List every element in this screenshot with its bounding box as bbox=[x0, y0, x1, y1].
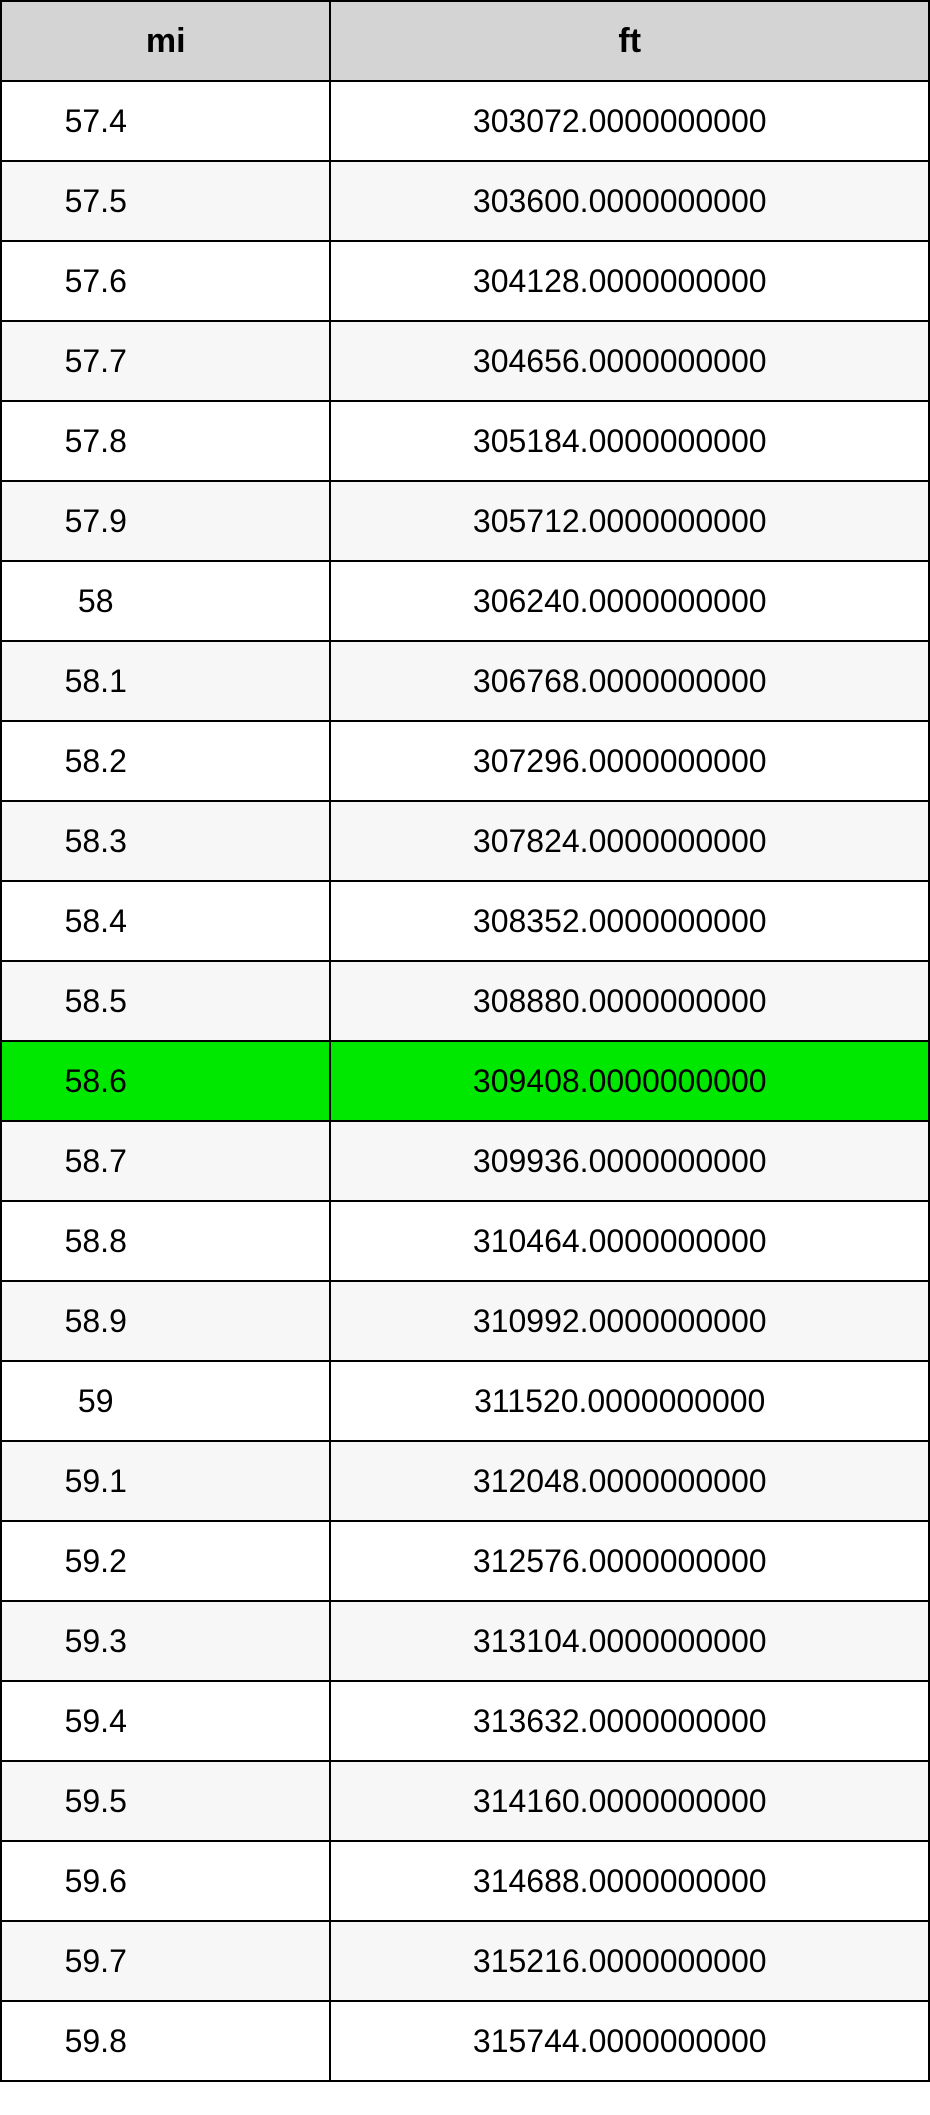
cell-mi: 59.1 bbox=[1, 1441, 330, 1521]
cell-ft: 311520.0000000000 bbox=[330, 1361, 929, 1441]
cell-mi: 58.3 bbox=[1, 801, 330, 881]
cell-ft: 312048.0000000000 bbox=[330, 1441, 929, 1521]
cell-ft: 303600.0000000000 bbox=[330, 161, 929, 241]
cell-mi: 59 bbox=[1, 1361, 330, 1441]
table-row: 59.4313632.0000000000 bbox=[1, 1681, 929, 1761]
table-body: 57.4303072.000000000057.5303600.00000000… bbox=[1, 81, 929, 2081]
cell-mi: 57.9 bbox=[1, 481, 330, 561]
column-header-mi: mi bbox=[1, 1, 330, 81]
table-row: 58.3307824.0000000000 bbox=[1, 801, 929, 881]
table-row: 58.7309936.0000000000 bbox=[1, 1121, 929, 1201]
table-row: 59.5314160.0000000000 bbox=[1, 1761, 929, 1841]
cell-ft: 303072.0000000000 bbox=[330, 81, 929, 161]
table-row: 59.7315216.0000000000 bbox=[1, 1921, 929, 2001]
cell-mi: 58 bbox=[1, 561, 330, 641]
cell-mi: 59.3 bbox=[1, 1601, 330, 1681]
table-row: 57.8305184.0000000000 bbox=[1, 401, 929, 481]
cell-mi: 58.9 bbox=[1, 1281, 330, 1361]
table-row: 58.9310992.0000000000 bbox=[1, 1281, 929, 1361]
conversion-table: mi ft 57.4303072.000000000057.5303600.00… bbox=[0, 0, 930, 2082]
cell-mi: 58.1 bbox=[1, 641, 330, 721]
cell-ft: 313104.0000000000 bbox=[330, 1601, 929, 1681]
table-row: 57.5303600.0000000000 bbox=[1, 161, 929, 241]
cell-mi: 58.2 bbox=[1, 721, 330, 801]
cell-mi: 59.6 bbox=[1, 1841, 330, 1921]
cell-ft: 308880.0000000000 bbox=[330, 961, 929, 1041]
cell-ft: 315216.0000000000 bbox=[330, 1921, 929, 2001]
cell-ft: 309408.0000000000 bbox=[330, 1041, 929, 1121]
cell-ft: 308352.0000000000 bbox=[330, 881, 929, 961]
cell-mi: 59.5 bbox=[1, 1761, 330, 1841]
cell-ft: 307824.0000000000 bbox=[330, 801, 929, 881]
cell-ft: 305184.0000000000 bbox=[330, 401, 929, 481]
table-header-row: mi ft bbox=[1, 1, 929, 81]
cell-ft: 314688.0000000000 bbox=[330, 1841, 929, 1921]
table-row: 59311520.0000000000 bbox=[1, 1361, 929, 1441]
column-header-ft: ft bbox=[330, 1, 929, 81]
table-row: 58.2307296.0000000000 bbox=[1, 721, 929, 801]
table-row: 58.1306768.0000000000 bbox=[1, 641, 929, 721]
table-header: mi ft bbox=[1, 1, 929, 81]
cell-mi: 58.6 bbox=[1, 1041, 330, 1121]
table-row: 58306240.0000000000 bbox=[1, 561, 929, 641]
cell-ft: 313632.0000000000 bbox=[330, 1681, 929, 1761]
cell-mi: 59.4 bbox=[1, 1681, 330, 1761]
cell-ft: 309936.0000000000 bbox=[330, 1121, 929, 1201]
table-row: 57.7304656.0000000000 bbox=[1, 321, 929, 401]
cell-mi: 59.7 bbox=[1, 1921, 330, 2001]
table-row: 59.3313104.0000000000 bbox=[1, 1601, 929, 1681]
table-row: 58.5308880.0000000000 bbox=[1, 961, 929, 1041]
table-row: 58.6309408.0000000000 bbox=[1, 1041, 929, 1121]
table-row: 57.9305712.0000000000 bbox=[1, 481, 929, 561]
cell-mi: 57.7 bbox=[1, 321, 330, 401]
table-row: 57.6304128.0000000000 bbox=[1, 241, 929, 321]
cell-ft: 315744.0000000000 bbox=[330, 2001, 929, 2081]
table-row: 57.4303072.0000000000 bbox=[1, 81, 929, 161]
cell-ft: 310464.0000000000 bbox=[330, 1201, 929, 1281]
cell-ft: 306240.0000000000 bbox=[330, 561, 929, 641]
cell-mi: 59.8 bbox=[1, 2001, 330, 2081]
cell-ft: 314160.0000000000 bbox=[330, 1761, 929, 1841]
cell-mi: 59.2 bbox=[1, 1521, 330, 1601]
cell-mi: 58.7 bbox=[1, 1121, 330, 1201]
cell-ft: 307296.0000000000 bbox=[330, 721, 929, 801]
cell-mi: 58.5 bbox=[1, 961, 330, 1041]
cell-mi: 58.8 bbox=[1, 1201, 330, 1281]
cell-ft: 310992.0000000000 bbox=[330, 1281, 929, 1361]
table-row: 59.2312576.0000000000 bbox=[1, 1521, 929, 1601]
cell-mi: 57.8 bbox=[1, 401, 330, 481]
table-row: 58.8310464.0000000000 bbox=[1, 1201, 929, 1281]
cell-mi: 57.5 bbox=[1, 161, 330, 241]
cell-mi: 58.4 bbox=[1, 881, 330, 961]
cell-mi: 57.6 bbox=[1, 241, 330, 321]
cell-ft: 312576.0000000000 bbox=[330, 1521, 929, 1601]
cell-ft: 304128.0000000000 bbox=[330, 241, 929, 321]
cell-ft: 305712.0000000000 bbox=[330, 481, 929, 561]
table-row: 59.6314688.0000000000 bbox=[1, 1841, 929, 1921]
cell-ft: 306768.0000000000 bbox=[330, 641, 929, 721]
conversion-table-wrapper: mi ft 57.4303072.000000000057.5303600.00… bbox=[0, 0, 930, 2082]
table-row: 59.1312048.0000000000 bbox=[1, 1441, 929, 1521]
table-row: 58.4308352.0000000000 bbox=[1, 881, 929, 961]
table-row: 59.8315744.0000000000 bbox=[1, 2001, 929, 2081]
cell-mi: 57.4 bbox=[1, 81, 330, 161]
cell-ft: 304656.0000000000 bbox=[330, 321, 929, 401]
